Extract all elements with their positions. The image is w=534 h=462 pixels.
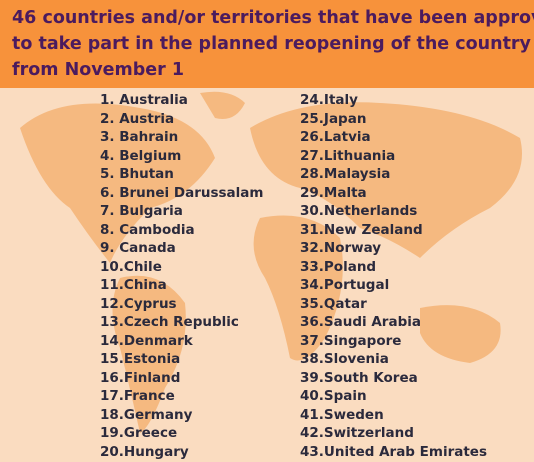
country-item: 19.Greece: [100, 425, 178, 441]
country-item: 25.Japan: [300, 110, 367, 127]
country-item: 37.Singapore: [300, 332, 402, 349]
country-item: 34.Portugal: [300, 277, 390, 293]
country-item: 38.Slovenia: [300, 351, 389, 367]
country-item: 9. Canada: [100, 240, 176, 256]
country-item: 35.Qatar: [300, 295, 367, 312]
title-line: 46 countries and/or territories that hav…: [12, 8, 534, 28]
country-item: 8. Cambodia: [100, 221, 195, 238]
country-item: 42.Switzerland: [300, 425, 414, 441]
country-item: 31.New Zealand: [300, 221, 423, 238]
country-item: 36.Saudi Arabia: [300, 314, 421, 330]
country-item: 27.Lithuania: [300, 147, 396, 164]
country-item: 2. Austria: [100, 110, 175, 127]
country-item: 40.Spain: [300, 388, 367, 404]
country-item: 5. Bhutan: [100, 166, 174, 182]
country-item: 24.Italy: [300, 92, 358, 108]
country-item: 3. Bahrain: [100, 129, 179, 145]
country-item: 41.Sweden: [300, 406, 384, 423]
country-item: 11.China: [100, 277, 167, 293]
country-item: 17.France: [100, 388, 175, 404]
country-item: 43.United Arab Emirates: [300, 443, 487, 460]
country-item: 10.Chile: [100, 258, 162, 275]
header-banner: 46 countries and/or territories that hav…: [0, 0, 534, 88]
country-item: 16.Finland: [100, 369, 181, 386]
country-item: 30.Netherlands: [300, 203, 418, 219]
country-item: 14.Denmark: [100, 332, 193, 349]
country-item: 4. Belgium: [100, 147, 182, 164]
country-item: 6. Brunei Darussalam: [100, 184, 264, 201]
country-item: 1. Australia: [100, 92, 188, 108]
country-item: 18.Germany: [100, 406, 193, 423]
title-line: to take part in the planned reopening of…: [12, 34, 531, 54]
title-line: from November 1: [12, 60, 185, 80]
country-item: 28.Malaysia: [300, 166, 391, 182]
world-map: [20, 91, 522, 433]
country-item: 20.Hungary: [100, 443, 189, 460]
country-item: 39.South Korea: [300, 369, 418, 386]
country-item: 15.Estonia: [100, 351, 181, 367]
country-item: 13.Czech Republic: [100, 314, 239, 330]
country-item: 32.Norway: [300, 240, 382, 256]
country-item: 12.Cyprus: [100, 295, 177, 312]
country-item: 26.Latvia: [300, 129, 371, 145]
country-item: 7. Bulgaria: [100, 203, 183, 219]
country-item: 33.Poland: [300, 258, 377, 275]
country-item: 29.Malta: [300, 184, 367, 201]
